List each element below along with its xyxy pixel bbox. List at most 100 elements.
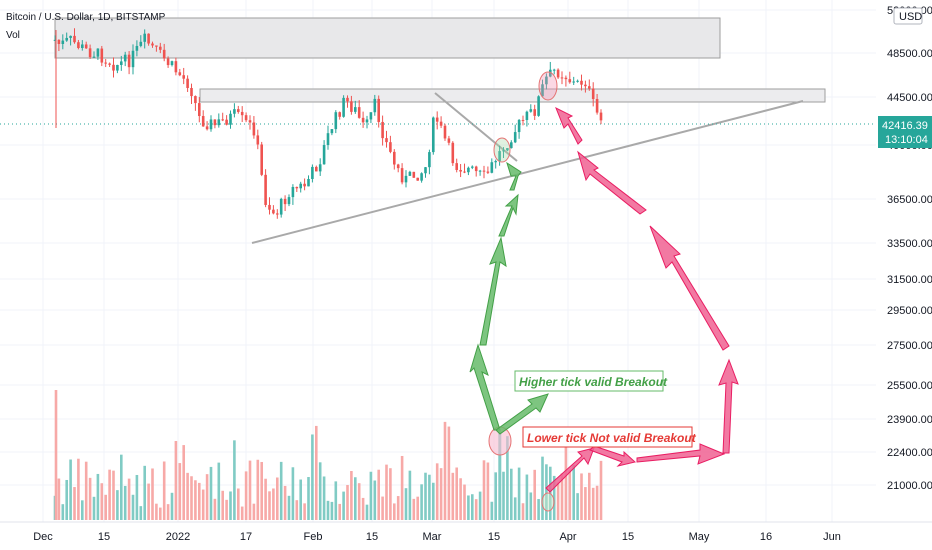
volume-bar <box>112 470 115 520</box>
volume-bar <box>354 477 357 520</box>
time-axis[interactable]: Dec 15 2022 17 Feb 15 Mar 15 Apr 15 May 16 Jun <box>0 521 932 543</box>
volume-bar <box>147 483 150 520</box>
volume-bar <box>240 506 244 520</box>
candle-body <box>459 169 462 172</box>
volume-bar <box>166 504 170 520</box>
x-tick-label: Mar <box>423 531 442 543</box>
volume-bar <box>182 445 185 520</box>
volume-bar <box>510 468 513 520</box>
volume-bar <box>233 440 236 520</box>
volume-bar <box>346 484 349 520</box>
price-axis[interactable]: 52000.0048500.0044500.0040000.0036500.00… <box>876 0 932 522</box>
candle-body <box>576 80 579 82</box>
volume-bar <box>104 494 107 520</box>
volume-bar <box>174 441 178 520</box>
candle-body <box>377 98 380 122</box>
candle-body <box>291 186 295 198</box>
volume-bar <box>135 474 139 520</box>
candle-body <box>385 138 388 143</box>
volume-bar <box>252 503 256 520</box>
volume-bar <box>599 460 603 520</box>
candle-body <box>416 177 419 181</box>
candle-body <box>217 119 221 126</box>
candle-body <box>57 39 61 44</box>
volume-bar <box>217 462 221 520</box>
volume-bar <box>264 478 267 520</box>
candle-body <box>84 44 88 49</box>
volume-bar <box>463 484 466 520</box>
ascending-trendline[interactable] <box>251 100 804 244</box>
candle-body <box>549 69 552 77</box>
candle-body <box>135 45 139 51</box>
volume-bar <box>408 470 412 520</box>
candle-body <box>131 50 135 68</box>
candle-body <box>69 35 72 38</box>
volume-bar <box>272 488 275 520</box>
volume-bar <box>330 501 334 520</box>
resistance-zone-lower[interactable] <box>199 88 826 103</box>
candle-body <box>591 88 595 99</box>
volume-bar <box>342 491 345 520</box>
candles <box>53 28 603 219</box>
volume-bar <box>334 481 338 520</box>
volume-bar <box>471 494 474 520</box>
candle-body <box>295 186 299 189</box>
volume-bar <box>361 497 365 520</box>
candle-body <box>61 40 65 44</box>
candle-body <box>443 125 447 139</box>
candle-body <box>322 145 326 165</box>
candle-body <box>81 44 84 49</box>
volume-bar <box>201 489 205 520</box>
candle-body <box>186 78 189 89</box>
candle-body <box>198 103 201 117</box>
volume-bar <box>506 436 509 520</box>
volume-bar <box>213 498 217 520</box>
volume-bar <box>541 456 544 520</box>
candle-body <box>533 109 536 116</box>
candle-body <box>517 119 521 133</box>
volume-bar <box>307 477 310 520</box>
candle-body <box>408 171 412 176</box>
candle-body <box>104 62 107 64</box>
currency-badge[interactable]: USD <box>893 7 923 25</box>
candle-body <box>162 49 166 59</box>
candle-body <box>474 166 478 172</box>
x-tick-label: 15 <box>98 531 110 543</box>
candle-body <box>147 33 150 44</box>
volume-bar <box>338 503 341 520</box>
candle-body <box>373 98 377 113</box>
volume-bar <box>576 493 579 520</box>
candle-body <box>432 117 435 153</box>
candle-body <box>209 119 213 130</box>
volume-bar <box>439 468 443 520</box>
candle-body <box>53 39 57 41</box>
candle-body <box>435 117 439 122</box>
candle-body <box>463 171 466 173</box>
candle-body <box>467 167 470 173</box>
volume-bar <box>92 496 96 520</box>
candle-body <box>525 111 529 120</box>
volume-bar <box>268 491 271 520</box>
candle-body <box>237 109 240 112</box>
y-tick-label: 27500.00 <box>887 340 932 352</box>
volume-bar <box>357 483 361 520</box>
candle-body <box>346 97 349 102</box>
volume-bar <box>494 472 497 520</box>
candle-body <box>100 48 104 63</box>
resistance-zone-upper[interactable] <box>54 17 721 59</box>
candle-body <box>279 198 283 215</box>
annotation-invalid: Lower tick Not valid Breakout <box>522 426 697 448</box>
candle-body <box>268 204 271 210</box>
volume-bar <box>482 460 486 520</box>
volume-bar <box>69 459 72 520</box>
volume-bar <box>131 494 135 520</box>
candle-body <box>365 119 369 123</box>
pink-arrows <box>545 106 739 493</box>
volume-bar <box>260 461 263 520</box>
volume-bar <box>100 483 104 520</box>
volume-bar <box>435 463 439 520</box>
candle-body <box>205 126 209 130</box>
candle-body <box>595 98 599 113</box>
volume-bar <box>350 471 353 520</box>
